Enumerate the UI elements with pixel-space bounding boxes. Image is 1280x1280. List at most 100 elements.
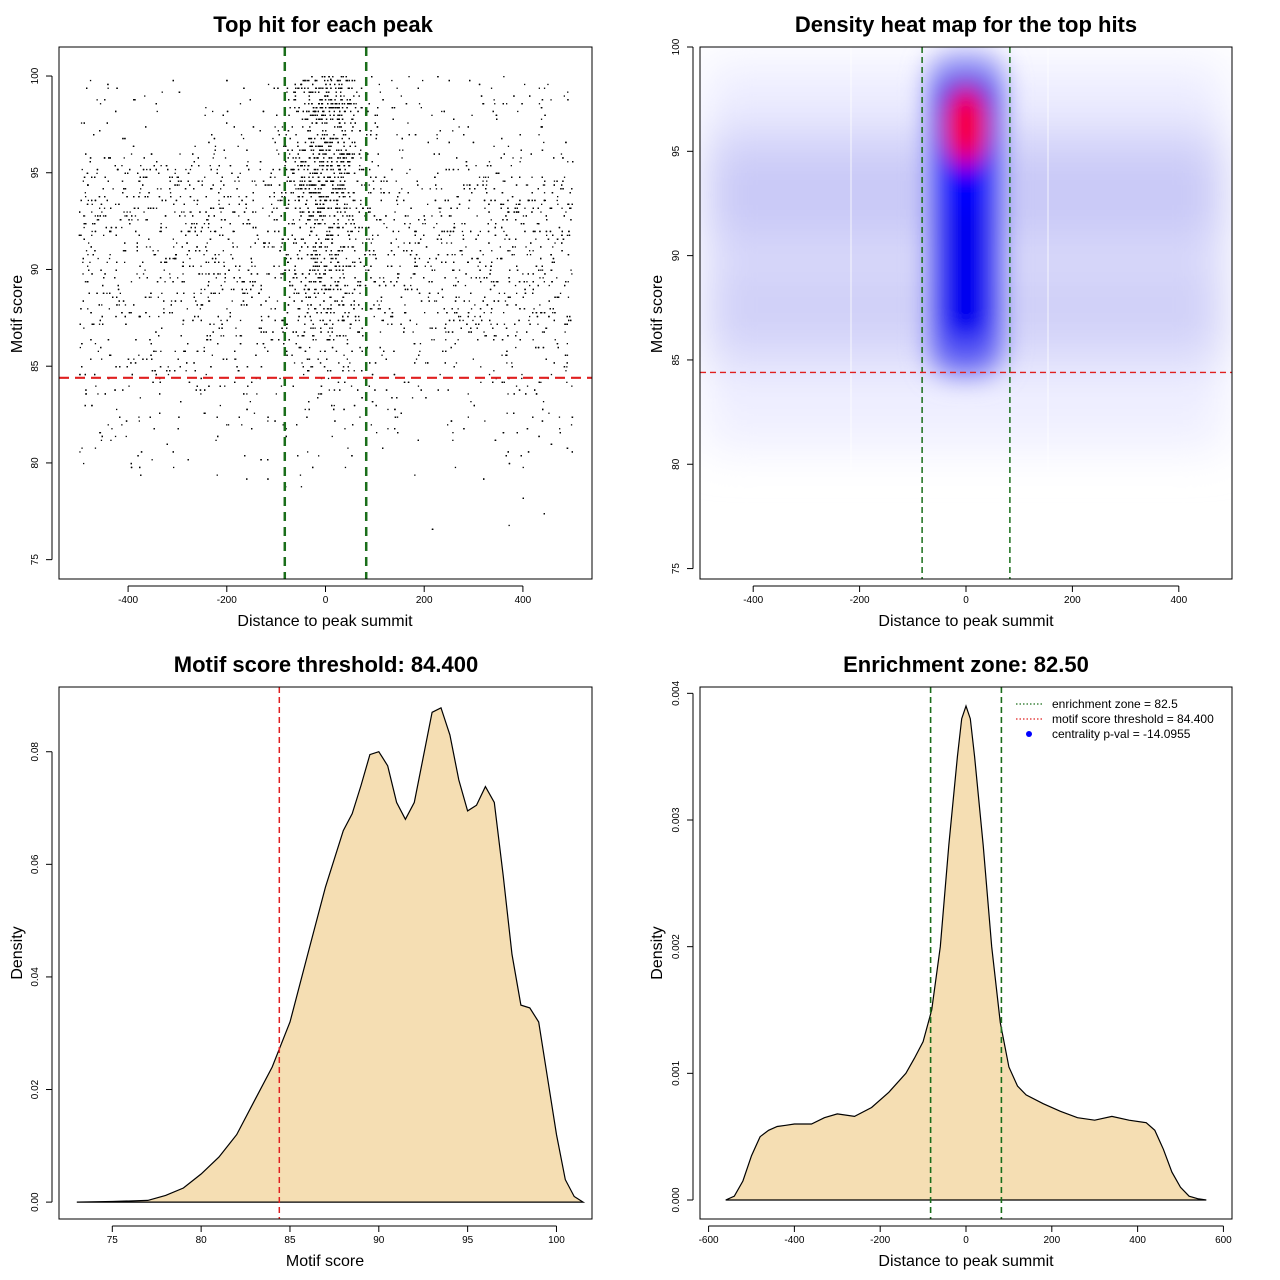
scatter-point	[372, 234, 374, 236]
scatter-point	[228, 238, 230, 240]
scatter-point	[431, 114, 433, 116]
scatter-point	[376, 432, 378, 434]
scatter-point	[446, 254, 449, 256]
scatter-point	[144, 269, 146, 271]
scatter-point	[501, 354, 503, 356]
scatter-point	[472, 141, 475, 144]
scatter-point	[434, 300, 436, 302]
scatter-point	[245, 288, 247, 291]
scatter-point	[149, 339, 151, 341]
scatter-point	[544, 114, 546, 116]
scatter-point	[135, 339, 137, 341]
scatter-point	[489, 269, 492, 271]
scatter-point	[80, 308, 82, 310]
scatter-point	[524, 230, 526, 233]
scatter-point	[213, 137, 216, 140]
scatter-point	[339, 389, 341, 391]
scatter-point	[124, 315, 126, 318]
scatter-point	[482, 103, 485, 105]
scatter-point	[214, 230, 217, 233]
scatter-point	[246, 304, 248, 306]
scatter-point	[147, 207, 150, 209]
scatter-point	[218, 292, 220, 294]
scatter-point	[200, 292, 202, 294]
scatter-point	[469, 188, 471, 190]
scatter-point	[109, 354, 112, 356]
scatter-point	[160, 261, 162, 263]
scatter-point	[361, 350, 363, 352]
scatter-point	[455, 277, 457, 279]
scatter-point	[241, 424, 243, 426]
scatter-point	[570, 319, 572, 322]
scatter-point	[369, 362, 371, 364]
scatter-point	[521, 377, 523, 380]
scatter-point	[561, 184, 563, 186]
scatter-point	[271, 211, 273, 213]
scatter-point	[346, 284, 349, 287]
scatter-point	[537, 284, 539, 287]
scatter-point	[515, 219, 517, 221]
scatter-point	[222, 335, 225, 337]
scatter-point	[207, 296, 209, 298]
scatter-point	[485, 188, 487, 190]
scatter-point	[484, 420, 486, 422]
scatter-point	[480, 281, 482, 283]
scatter-point	[532, 416, 534, 418]
scatter-point	[404, 304, 406, 306]
scatter-point	[262, 207, 264, 209]
scatter-point	[128, 219, 130, 221]
scatter-point	[500, 207, 502, 209]
scatter-point	[220, 284, 222, 287]
scatter-point	[85, 153, 87, 155]
scatter-point	[96, 292, 98, 294]
scatter-point	[103, 234, 105, 236]
scatter-point	[369, 207, 371, 209]
scatter-point	[440, 215, 443, 217]
scatter-point	[209, 165, 211, 167]
scatter-point	[172, 451, 174, 453]
scatter-point	[280, 246, 282, 248]
scatter-point	[364, 284, 367, 287]
scatter-point	[501, 257, 503, 260]
scatter-point	[442, 296, 444, 298]
scatter-point	[273, 246, 275, 248]
scatter-point	[435, 184, 437, 186]
scatter-point	[398, 192, 401, 194]
scatter-point	[449, 234, 451, 236]
scatter-point	[159, 412, 161, 414]
scatter-point	[266, 273, 268, 275]
scatter-point	[138, 315, 140, 318]
scatter-point	[540, 107, 543, 109]
scatter-point	[334, 420, 336, 422]
scatter-point	[249, 99, 251, 101]
scatter-point	[371, 373, 374, 376]
scatter-point	[490, 199, 492, 202]
scatter-point	[139, 397, 141, 399]
scatter-point	[505, 327, 508, 329]
scatter-point	[539, 304, 541, 306]
scatter-point	[236, 246, 238, 248]
scatter-point	[441, 288, 443, 291]
scatter-point	[427, 203, 429, 205]
scatter-point	[379, 91, 381, 93]
scatter-point	[186, 308, 188, 310]
scatter-point	[148, 192, 150, 194]
scatter-point	[519, 203, 521, 205]
scatter-point	[287, 254, 289, 256]
scatter-point	[478, 323, 480, 325]
scatter-point	[311, 230, 313, 233]
scatter-point	[392, 118, 394, 120]
scatter-point	[503, 76, 505, 78]
scatter-point	[406, 250, 408, 252]
scatter-point	[520, 223, 523, 225]
scatter-point	[230, 288, 233, 291]
scatter-point	[409, 319, 411, 322]
scatter-point	[388, 192, 390, 194]
scatter-point	[282, 238, 284, 240]
scatter-point	[179, 215, 181, 217]
scatter-point	[223, 184, 225, 186]
scatter-point	[242, 292, 244, 294]
scatter-point	[505, 455, 507, 457]
scatter-point	[200, 393, 202, 395]
scatter-point	[475, 323, 477, 325]
